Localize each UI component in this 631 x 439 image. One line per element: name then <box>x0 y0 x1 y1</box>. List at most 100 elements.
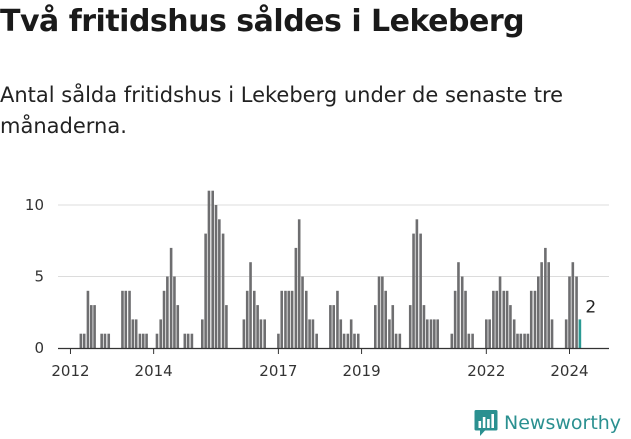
bar-2013.33 <box>124 290 128 348</box>
x-tick-label-2014: 2014 <box>135 362 173 380</box>
bar-2018.92 <box>356 333 360 348</box>
bar-2021.5 <box>464 290 467 348</box>
bar-2017.67 <box>304 290 308 348</box>
bar-2017.17 <box>284 290 287 348</box>
bar-2014.58 <box>176 305 180 348</box>
bar-2024 <box>568 276 571 348</box>
bar-2017.5 <box>297 219 301 348</box>
bar-2015.25 <box>204 233 207 348</box>
bars <box>79 190 582 348</box>
bar-2019.75 <box>391 305 395 348</box>
chart-title: Två fritidshus såldes i Lekeberg <box>0 4 525 39</box>
bar-2024.08 <box>571 262 575 348</box>
bar-2018.33 <box>332 305 336 348</box>
data-labels: 2 <box>585 297 596 317</box>
bar-2014.92 <box>190 333 194 348</box>
bar-2018.58 <box>342 333 346 348</box>
bar-2024.25 <box>578 319 582 348</box>
bar-2023.92 <box>564 319 568 348</box>
bar-2023.08 <box>529 290 533 348</box>
bar-2021.67 <box>471 333 474 348</box>
bar-2020.58 <box>425 319 429 348</box>
bar-2022.42 <box>502 290 506 348</box>
bar-2023.33 <box>540 262 543 348</box>
y-tick-label-5: 5 <box>34 268 44 286</box>
y-tick-label-0: 0 <box>34 339 44 357</box>
bar-2012.83 <box>103 333 107 348</box>
bar-2017 <box>277 333 280 348</box>
bar-2021.17 <box>450 333 454 348</box>
bar-2020.42 <box>419 233 422 348</box>
bar-2023.25 <box>537 276 540 348</box>
bar-2012.25 <box>79 333 83 348</box>
bar-2012.42 <box>86 290 90 348</box>
bar-2023.17 <box>533 290 537 348</box>
bar-2015.33 <box>207 190 211 348</box>
bar-2012.92 <box>107 333 111 348</box>
bar-2019.5 <box>381 276 384 348</box>
bar-2013.67 <box>138 333 142 348</box>
bar-2020.83 <box>436 319 439 348</box>
bar-2014.08 <box>155 333 159 348</box>
bar-2021.58 <box>467 333 471 348</box>
bar-2015.5 <box>214 205 218 348</box>
bar-2019.42 <box>377 276 381 348</box>
bar-2020.75 <box>433 319 436 348</box>
bar-2018.42 <box>336 290 339 348</box>
bar-2014.5 <box>173 276 176 348</box>
bar-2023 <box>526 333 530 348</box>
bar-2020.33 <box>415 219 419 348</box>
bar-2023.42 <box>544 247 547 348</box>
x-tick-label-2022: 2022 <box>467 362 505 380</box>
bar-2018.5 <box>339 319 343 348</box>
bar-2012.58 <box>93 305 96 348</box>
bar-2017.92 <box>315 333 318 348</box>
bar-2016.58 <box>259 319 263 348</box>
bar-2018.83 <box>353 333 356 348</box>
bar-2021.33 <box>457 262 460 348</box>
bar-2022.58 <box>509 305 512 348</box>
bar-2017.42 <box>294 247 298 348</box>
bar-2019.33 <box>373 305 377 348</box>
newsworthy-logo[interactable]: Newsworthy <box>474 408 621 438</box>
bar-2012.5 <box>89 305 93 348</box>
bar-2022.33 <box>498 276 502 348</box>
gridlines <box>58 204 609 277</box>
bar-2018.75 <box>349 319 353 348</box>
bar-2017.08 <box>280 290 284 348</box>
bar-2015.67 <box>221 233 225 348</box>
bar-2014.75 <box>183 333 187 348</box>
bar-2021.42 <box>460 276 464 348</box>
bar-2018.67 <box>346 333 350 348</box>
bar-2014.17 <box>159 319 163 348</box>
bar-2015.42 <box>211 190 214 348</box>
bar-2016.5 <box>256 305 259 348</box>
bar-2015.75 <box>225 305 228 348</box>
bar-2021.25 <box>453 290 457 348</box>
bar-2022.92 <box>523 333 526 348</box>
bar-2016.17 <box>242 319 246 348</box>
bar-2014.42 <box>169 247 173 348</box>
x-tick-label-2019: 2019 <box>342 362 380 380</box>
bar-2016.42 <box>252 290 256 348</box>
bar-2013.5 <box>131 319 135 348</box>
bar-2014.33 <box>166 276 169 348</box>
bar-2015.17 <box>201 319 204 348</box>
bar-2017.58 <box>301 276 304 348</box>
bar-2019.83 <box>394 333 398 348</box>
bar-2012.75 <box>100 333 103 348</box>
bar-2023.58 <box>550 319 554 348</box>
bar-2017.75 <box>308 319 311 348</box>
bar-2020.17 <box>408 305 412 348</box>
bar-2017.33 <box>290 290 294 348</box>
bar-2013.58 <box>134 319 138 348</box>
bar-2012.33 <box>82 333 86 348</box>
bar-2017.25 <box>287 290 291 348</box>
bar-2019.58 <box>384 290 387 348</box>
bar-chart-logo-icon <box>474 410 498 436</box>
bar-2020.25 <box>412 233 415 348</box>
bar-2013.75 <box>141 333 145 348</box>
bar-2014.83 <box>186 333 190 348</box>
bar-2019.67 <box>388 319 391 348</box>
